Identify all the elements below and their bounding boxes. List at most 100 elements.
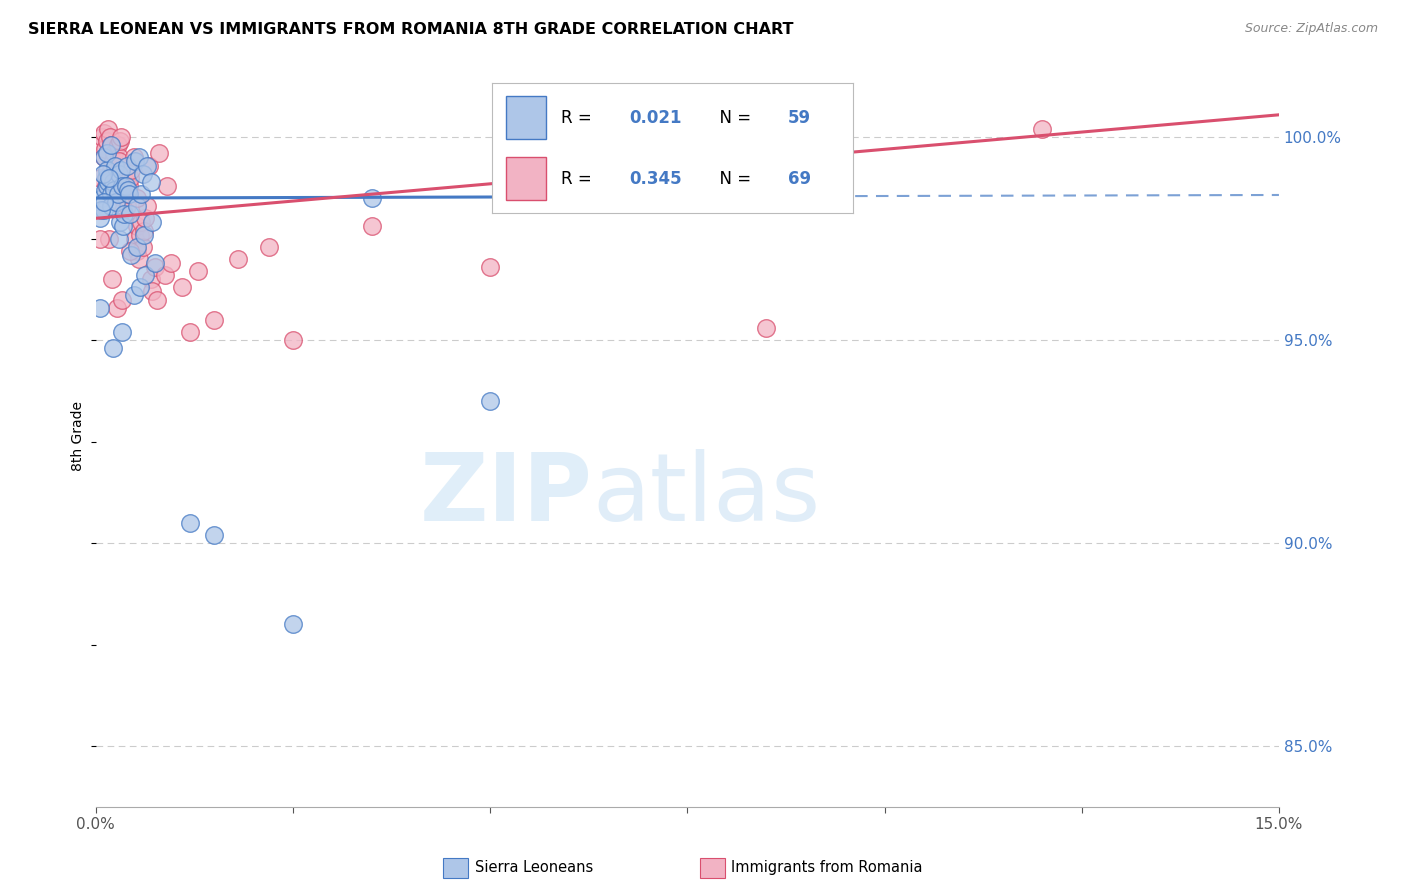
Point bbox=[479, 394, 502, 409]
Point bbox=[111, 293, 134, 307]
Point bbox=[128, 227, 150, 242]
Point bbox=[132, 227, 155, 242]
Point bbox=[111, 191, 134, 205]
Point bbox=[89, 211, 111, 226]
Point bbox=[93, 126, 115, 140]
Point bbox=[187, 264, 209, 278]
Point bbox=[132, 223, 155, 237]
Point bbox=[146, 293, 169, 307]
Point bbox=[100, 138, 122, 153]
Point bbox=[136, 199, 159, 213]
Point bbox=[118, 244, 141, 258]
Point bbox=[1031, 122, 1053, 136]
Point bbox=[120, 162, 142, 177]
Text: Source: ZipAtlas.com: Source: ZipAtlas.com bbox=[1244, 22, 1378, 36]
Point bbox=[139, 272, 162, 286]
Point bbox=[93, 150, 115, 164]
Point bbox=[114, 178, 136, 193]
Point bbox=[117, 186, 139, 201]
Point bbox=[96, 146, 118, 161]
Point bbox=[120, 207, 142, 221]
Point bbox=[96, 162, 118, 177]
Point bbox=[110, 162, 132, 177]
Point bbox=[93, 195, 115, 210]
Point bbox=[110, 130, 132, 145]
Point bbox=[136, 159, 159, 173]
Point bbox=[131, 215, 153, 229]
Point bbox=[107, 138, 129, 153]
Point bbox=[755, 321, 778, 335]
Text: atlas: atlas bbox=[593, 449, 821, 541]
Point bbox=[98, 170, 121, 185]
Point bbox=[122, 150, 145, 164]
Point bbox=[108, 215, 131, 229]
Point bbox=[132, 240, 155, 254]
Point bbox=[128, 252, 150, 266]
Point bbox=[124, 154, 146, 169]
Point bbox=[111, 325, 134, 339]
Point bbox=[202, 313, 225, 327]
Point bbox=[98, 232, 121, 246]
Point bbox=[93, 150, 115, 164]
Point bbox=[97, 122, 120, 136]
Point bbox=[117, 183, 139, 197]
Point bbox=[131, 186, 153, 201]
Point bbox=[94, 142, 117, 156]
Point bbox=[97, 175, 120, 189]
Point bbox=[107, 167, 129, 181]
Point bbox=[94, 170, 117, 185]
Point bbox=[112, 219, 135, 234]
Point bbox=[360, 191, 382, 205]
Point bbox=[96, 178, 118, 193]
Point bbox=[179, 516, 201, 530]
Point bbox=[105, 167, 128, 181]
Point bbox=[115, 159, 138, 173]
Point bbox=[226, 252, 249, 266]
Point bbox=[105, 301, 128, 315]
Point bbox=[120, 248, 142, 262]
Point bbox=[112, 207, 135, 221]
Point bbox=[127, 191, 149, 205]
Point bbox=[138, 159, 160, 173]
Point bbox=[115, 199, 138, 213]
Point bbox=[360, 219, 382, 234]
Point bbox=[118, 178, 141, 193]
Point bbox=[128, 150, 150, 164]
Point bbox=[114, 175, 136, 189]
Point bbox=[108, 134, 131, 148]
Point bbox=[153, 268, 176, 282]
Point bbox=[98, 170, 121, 185]
Point bbox=[100, 162, 122, 177]
Point bbox=[159, 256, 181, 270]
Point bbox=[89, 232, 111, 246]
Point bbox=[124, 232, 146, 246]
Point bbox=[120, 170, 142, 185]
Point bbox=[100, 199, 122, 213]
Point bbox=[125, 199, 148, 213]
Point bbox=[125, 244, 148, 258]
Point bbox=[96, 170, 118, 185]
Point bbox=[676, 162, 699, 177]
Point bbox=[143, 260, 166, 274]
Y-axis label: 8th Grade: 8th Grade bbox=[72, 401, 86, 470]
Point bbox=[281, 333, 304, 347]
Point bbox=[89, 170, 111, 185]
Text: Sierra Leoneans: Sierra Leoneans bbox=[475, 861, 593, 875]
Point bbox=[90, 138, 112, 153]
Point bbox=[105, 195, 128, 210]
Point bbox=[101, 154, 124, 169]
Point bbox=[101, 341, 124, 355]
Point bbox=[96, 134, 118, 148]
Point bbox=[122, 288, 145, 302]
Point bbox=[98, 130, 121, 145]
Point bbox=[103, 146, 125, 161]
Point bbox=[479, 260, 502, 274]
Point bbox=[90, 203, 112, 218]
Point bbox=[202, 528, 225, 542]
Point bbox=[91, 191, 114, 205]
Point bbox=[127, 219, 149, 234]
Point bbox=[104, 159, 127, 173]
Text: ZIP: ZIP bbox=[420, 449, 593, 541]
Point bbox=[132, 167, 155, 181]
Point bbox=[112, 203, 135, 218]
